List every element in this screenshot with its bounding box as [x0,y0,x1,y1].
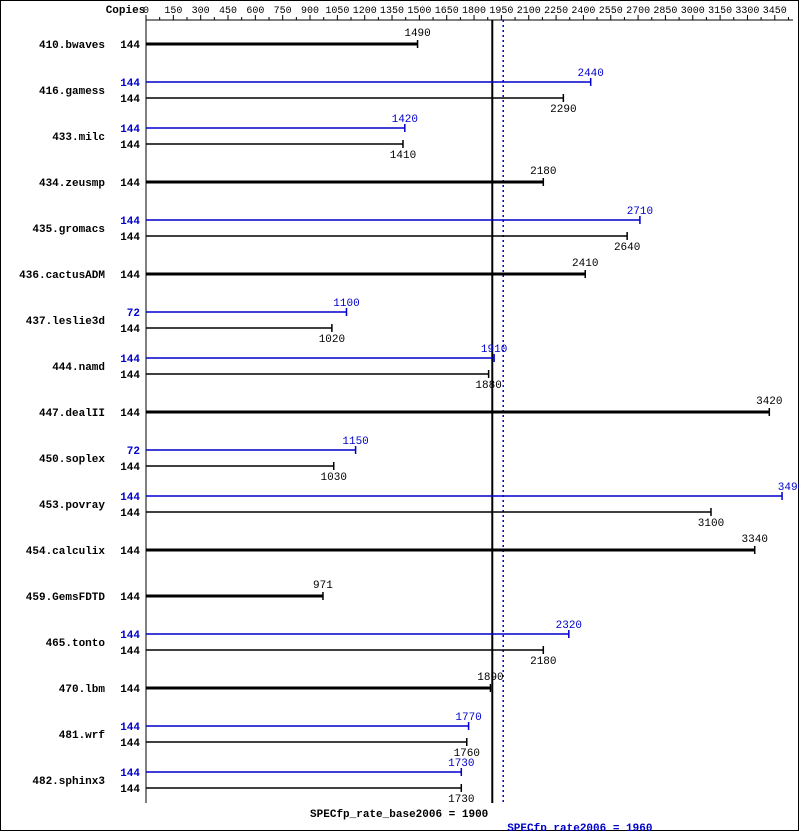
bar-value-label: 2440 [577,68,603,80]
axis-tick-label: 3000 [681,6,705,17]
bar-value-label: 1910 [481,344,507,356]
axis-tick-label: 2700 [626,6,650,17]
axis-tick-label: 2550 [599,6,623,17]
peak-copies: 144 [120,768,140,780]
bar-value-label: 2180 [530,166,556,178]
base-copies: 144 [120,508,140,520]
benchmark-name: 465.tonto [46,638,106,650]
benchmark-name: 444.namd [52,362,105,374]
axis-tick-label: 1050 [325,6,349,17]
benchmark-name: 450.soplex [39,454,105,466]
axis-tick-label: 150 [164,6,182,17]
axis-tick-label: 2250 [544,6,568,17]
base-copies: 144 [120,546,140,558]
bar-value-label: 1730 [448,758,474,770]
benchmark-name: 436.cactusADM [19,270,105,282]
bar-value-label: 2290 [550,104,576,116]
base-copies: 144 [120,40,140,52]
base-copies: 144 [120,324,140,336]
axis-tick-label: 3300 [735,6,759,17]
peak-copies: 144 [120,124,140,136]
axis-tick-label: 1350 [380,6,404,17]
benchmark-name: 481.wrf [59,730,106,742]
bar-value-label: 1100 [333,298,359,310]
peak-copies: 144 [120,78,140,90]
bar-value-label: 1410 [390,150,416,162]
base-copies: 144 [120,370,140,382]
bar-value-label: 3100 [698,518,724,530]
base-copies: 144 [120,140,140,152]
benchmark-name: 437.leslie3d [26,316,105,328]
peak-copies: 144 [120,354,140,366]
bar-value-label: 1890 [477,672,503,684]
base-copies: 144 [120,94,140,106]
axis-tick-label: 3150 [708,6,732,17]
peak-copies: 72 [127,446,140,458]
base-copies: 144 [120,646,140,658]
bar-value-label: 2640 [614,242,640,254]
axis-tick-label: 2400 [571,6,595,17]
bar-value-label: 1150 [342,436,368,448]
bar-value-label: 3490 [778,482,799,494]
base-copies: 144 [120,232,140,244]
bar-value-label: 971 [313,580,333,592]
axis-tick-label: 300 [192,6,210,17]
benchmark-name: 434.zeusmp [39,178,105,190]
benchmark-name: 459.GemsFDTD [26,592,106,604]
peak-copies: 144 [120,492,140,504]
base-copies: 144 [120,592,140,604]
base-copies: 144 [120,270,140,282]
peak-copies: 144 [120,216,140,228]
bar-value-label: 1880 [475,380,501,392]
peak-copies: 144 [120,630,140,642]
benchmark-name: 410.bwaves [39,40,105,52]
benchmark-name: 447.dealII [39,408,105,420]
base-copies: 144 [120,408,140,420]
bar-value-label: 2710 [627,206,653,218]
bar-value-label: 2320 [556,620,582,632]
reference-label: SPECfp_rate_base2006 = 1900 [310,809,488,821]
bar-value-label: 1490 [404,28,430,40]
benchmark-name: 435.gromacs [32,224,105,236]
axis-tick-label: 1650 [435,6,459,17]
bar-value-label: 1020 [319,334,345,346]
benchmark-name: 482.sphinx3 [32,776,105,788]
reference-label: SPECfp_rate2006 = 1960 [507,823,652,831]
benchmark-name: 454.calculix [26,546,106,558]
bar-value-label: 3420 [756,396,782,408]
base-copies: 144 [120,684,140,696]
base-copies: 144 [120,178,140,190]
bar-value-label: 2410 [572,258,598,270]
axis-tick-label: 450 [219,6,237,17]
bar-value-label: 2180 [530,656,556,668]
axis-tick-label: 1500 [407,6,431,17]
axis-tick-label: 750 [274,6,292,17]
benchmark-name: 470.lbm [59,684,106,696]
benchmark-name: 453.povray [39,500,105,512]
benchmark-name: 416.gamess [39,86,105,98]
peak-copies: 144 [120,722,140,734]
base-copies: 144 [120,462,140,474]
axis-tick-label: 2850 [653,6,677,17]
axis-tick-label: 1800 [462,6,486,17]
axis-tick-label: 1950 [489,6,513,17]
bar-value-label: 1030 [321,472,347,484]
copies-header: Copies [106,5,146,17]
axis-tick-label: 3450 [763,6,787,17]
base-copies: 144 [120,784,140,796]
bar-value-label: 3340 [742,534,768,546]
base-copies: 144 [120,738,140,750]
bar-value-label: 1420 [392,114,418,126]
bar-value-label: 1770 [455,712,481,724]
axis-tick-label: 2100 [517,6,541,17]
peak-copies: 72 [127,308,140,320]
axis-tick-label: 600 [246,6,264,17]
axis-tick-label: 900 [301,6,319,17]
benchmark-name: 433.milc [52,132,105,144]
axis-tick-label: 1200 [353,6,377,17]
spec-chart: 0150300450600750900105012001350150016501… [0,0,799,831]
bar-value-label: 1730 [448,794,474,806]
